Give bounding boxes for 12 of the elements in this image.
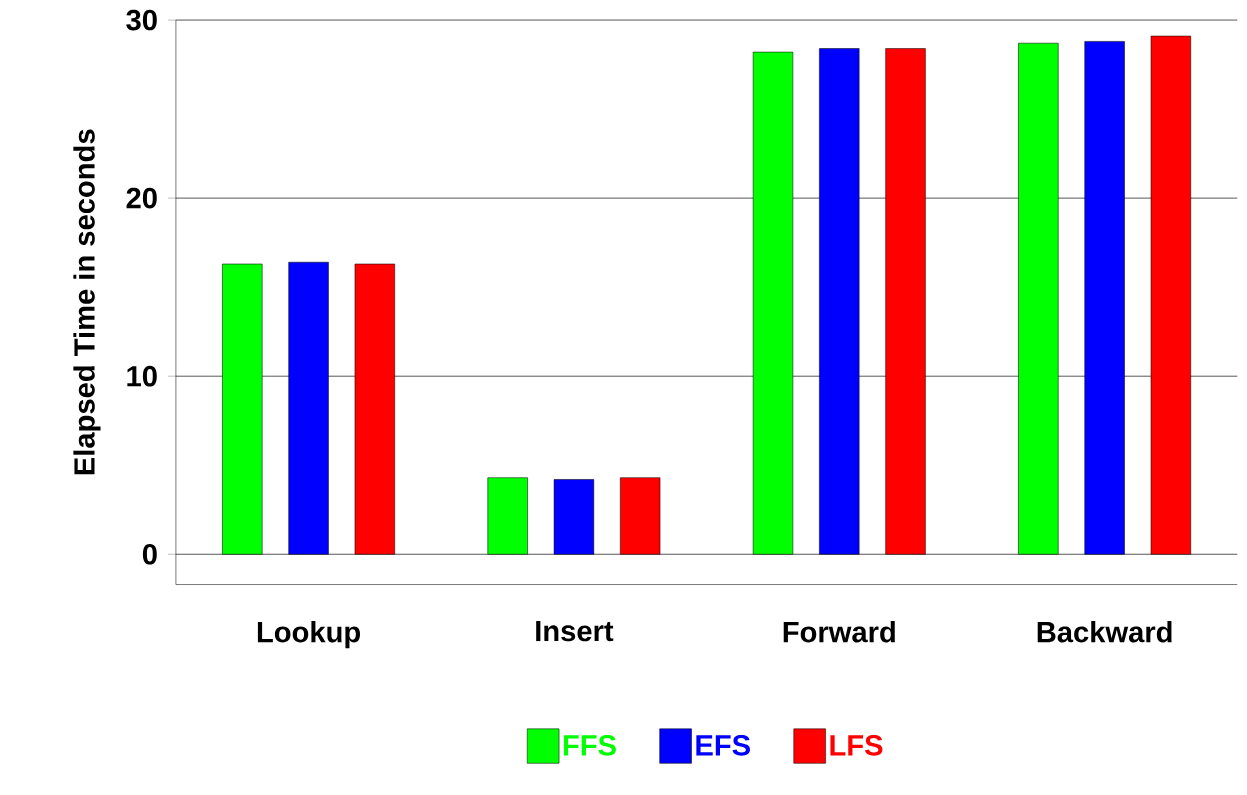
y-tick-label: 0 <box>142 543 157 565</box>
x-tick-label: Forward <box>783 620 895 643</box>
y-tick-label: 10 <box>127 365 157 387</box>
legend-label: LFS <box>830 734 883 756</box>
legend-label: FFS <box>563 734 616 756</box>
legend-label: EFS <box>696 734 750 756</box>
x-tick-label: Backward <box>1037 620 1172 643</box>
x-tick-label: Lookup <box>257 620 361 649</box>
y-tick-label: 30 <box>126 9 157 31</box>
x-tick-label: Insert <box>536 620 614 642</box>
y-tick-label: 20 <box>126 187 157 209</box>
y-axis-title: Elapsed Time in seconds <box>73 129 101 475</box>
